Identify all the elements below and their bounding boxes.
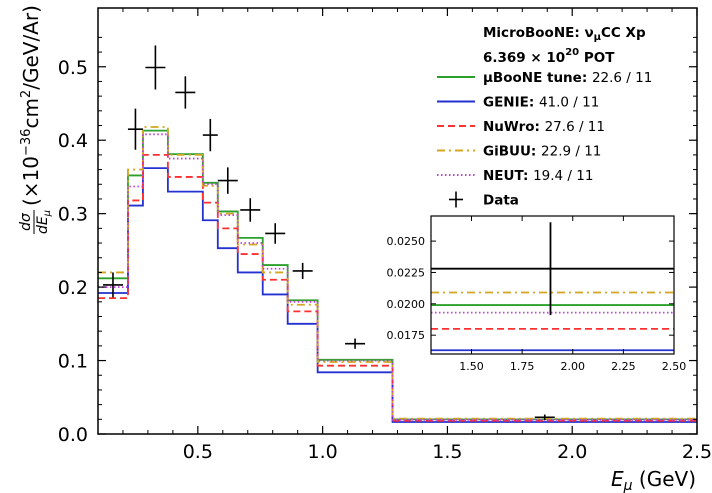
inset-y-tick-label: 0.0200 (387, 298, 426, 311)
data-point-7 (240, 198, 261, 222)
data-point-2 (127, 108, 143, 150)
legend-entry-boone-tune: μBooNE tune: 22.6 / 11 (437, 70, 652, 86)
series-neut-histogram (98, 133, 697, 421)
x-tick-label: 1.0 (308, 441, 338, 463)
inset-y-tick-label: 0.0175 (387, 329, 426, 342)
legend-entry-nuwro: NuWro: 27.6 / 11 (437, 119, 605, 135)
data-point-4 (175, 76, 196, 109)
legend-label: NuWro: 27.6 / 11 (483, 119, 605, 135)
inset-x-tick-label: 2.25 (611, 360, 636, 373)
main-plot-series (98, 126, 697, 423)
legend-header-experiment: MicroBooNE: νμCC Xp (483, 25, 646, 43)
inset-series (431, 291, 674, 352)
legend-header-pot: 6.369 × 1020 POT (483, 47, 615, 66)
y-axis-label: dσ dEμ (×10−36cm2/GeV/Ar) (18, 5, 53, 234)
legend-label: Data (483, 193, 519, 209)
inset-x-tick-label: 2.50 (662, 360, 687, 373)
x-tick-label: 2.0 (557, 441, 587, 463)
data-point-1 (102, 272, 123, 298)
y-tick-label: 0.0 (58, 424, 88, 446)
inset-frame (430, 215, 675, 355)
y-tick-label: 0.4 (58, 130, 88, 152)
y-tick-label: 0.2 (58, 277, 88, 299)
svg-text:dEμ: dEμ (35, 210, 53, 234)
inset-plot: 1.50 1.75 2.00 2.25 2.50 0.0175 0.0200 0.0225 0.… (387, 215, 687, 373)
legend: MicroBooNE: νμCC Xp 6.369 × 1020 POT μBo… (437, 25, 652, 209)
data-point-10 (345, 338, 366, 349)
inset-x-tick-label: 2.00 (561, 360, 586, 373)
svg-text:(×10−36cm2/GeV/Ar): (×10−36cm2/GeV/Ar) (19, 5, 43, 206)
x-tick-label: 1.5 (432, 441, 462, 463)
y-tick-label: 0.3 (58, 204, 88, 226)
legend-entry-neut: NEUT: 19.4 / 11 (437, 168, 593, 184)
legend-label: GiBUU: 22.9 / 11 (483, 144, 601, 160)
legend-entry-genie: GENIE: 41.0 / 11 (437, 95, 599, 111)
legend-label: GENIE: 41.0 / 11 (483, 95, 599, 111)
legend-entry-data: Data (449, 191, 519, 209)
x-tick-label: 2.5 (682, 441, 712, 463)
inset-data-point (431, 222, 674, 316)
series-gibuu-histogram (98, 126, 697, 420)
legend-chi2: 22.9 / 11 (541, 144, 601, 160)
legend-chi2: 22.6 / 11 (592, 70, 652, 86)
x-tick-label: 0.5 (183, 441, 213, 463)
legend-entry-gibuu: GiBUU: 22.9 / 11 (437, 144, 601, 160)
data-point-9 (292, 262, 313, 280)
legend-label: NEUT: 19.4 / 11 (483, 168, 593, 184)
data-point-8 (265, 223, 286, 244)
data-point-5 (202, 118, 218, 152)
legend-label: μBooNE tune: 22.6 / 11 (483, 70, 652, 86)
data-point-11 (534, 414, 555, 420)
x-axis-label: Eμ (GeV) (611, 467, 696, 493)
main-plot-frame (97, 7, 698, 435)
inset-x-tick-label: 1.50 (459, 360, 484, 373)
legend-chi2: 41.0 / 11 (539, 95, 599, 111)
data-point-6 (217, 167, 238, 194)
legend-chi2: 19.4 / 11 (533, 168, 593, 184)
y-tick-label: 0.5 (58, 57, 88, 79)
inset-background (431, 216, 674, 354)
inset-y-tick-label: 0.0250 (387, 235, 426, 248)
data-point-3 (145, 45, 166, 90)
main-plot-data-points (102, 45, 555, 420)
main-axis-ticks: 0.5 1.0 1.5 2.0 2.5 0.0 0.1 0.2 0.3 0.4 0.5 (58, 8, 712, 463)
inset-x-tick-label: 1.75 (510, 360, 535, 373)
inset-y-tick-label: 0.0225 (387, 266, 426, 279)
svg-text:dσ: dσ (18, 212, 34, 231)
y-tick-label: 0.1 (58, 351, 88, 373)
legend-chi2: 27.6 / 11 (545, 119, 605, 135)
series-nuwro-histogram (98, 153, 697, 422)
